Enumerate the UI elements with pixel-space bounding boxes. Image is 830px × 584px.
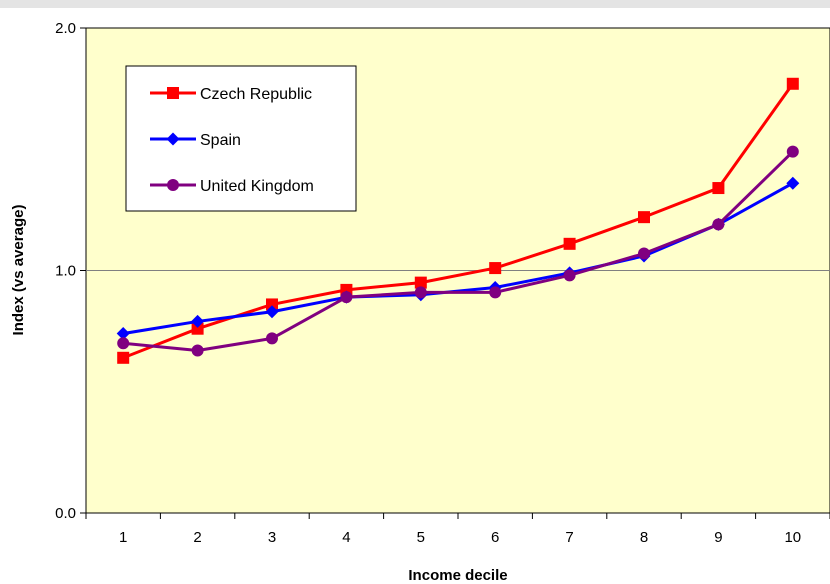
y-tick-label: 1.0 bbox=[55, 263, 76, 280]
legend: Czech Republic Spain United Kingdom bbox=[125, 65, 357, 212]
x-tick-label: 7 bbox=[565, 529, 573, 546]
x-tick-label: 1 bbox=[119, 529, 127, 546]
data-point bbox=[340, 291, 353, 304]
data-point bbox=[414, 276, 427, 289]
y-axis-title: Index (vs average) bbox=[10, 205, 27, 336]
x-tick-label: 2 bbox=[193, 529, 201, 546]
legend-label: Czech Republic bbox=[200, 86, 312, 103]
data-point bbox=[116, 327, 130, 341]
data-point bbox=[414, 286, 427, 299]
data-point bbox=[786, 77, 799, 90]
y-tick-label: 0.0 bbox=[55, 505, 76, 522]
data-point bbox=[563, 269, 576, 282]
series-united-kingdom bbox=[117, 145, 799, 357]
x-tick-label: 10 bbox=[784, 529, 801, 546]
data-point bbox=[117, 351, 130, 364]
top-band bbox=[0, 0, 830, 8]
legend-label: United Kingdom bbox=[200, 178, 314, 195]
data-point bbox=[266, 332, 278, 345]
y-tick-label: 2.0 bbox=[55, 20, 76, 37]
data-point bbox=[191, 344, 204, 357]
data-point bbox=[489, 262, 502, 275]
data-point bbox=[191, 322, 204, 335]
x-tick-label: 5 bbox=[417, 529, 425, 546]
x-tick-label: 8 bbox=[640, 529, 648, 546]
data-point bbox=[489, 286, 502, 299]
data-point bbox=[638, 247, 650, 260]
legend-label: Spain bbox=[200, 132, 241, 149]
data-point bbox=[786, 176, 800, 190]
data-point bbox=[786, 145, 799, 158]
series-line bbox=[123, 150, 794, 353]
data-point bbox=[117, 337, 130, 350]
axes: 0.0 1.0 2.0 1 2 3 4 5 6 7 8 9 10 bbox=[55, 20, 830, 546]
x-tick-label: 6 bbox=[491, 529, 499, 546]
series-layer bbox=[116, 77, 800, 364]
data-point bbox=[638, 211, 650, 224]
data-point bbox=[712, 218, 725, 231]
data-point bbox=[191, 314, 205, 328]
data-point bbox=[266, 298, 278, 311]
legend-marker bbox=[167, 87, 179, 99]
x-tick-label: 3 bbox=[268, 529, 276, 546]
legend-marker bbox=[166, 132, 180, 146]
x-tick-label: 4 bbox=[342, 529, 350, 546]
x-tick-label: 9 bbox=[714, 529, 722, 546]
data-point bbox=[712, 182, 725, 195]
data-point bbox=[265, 305, 279, 319]
legend-marker bbox=[167, 179, 179, 191]
data-point bbox=[563, 237, 576, 250]
x-axis-title: Income decile bbox=[408, 567, 507, 584]
